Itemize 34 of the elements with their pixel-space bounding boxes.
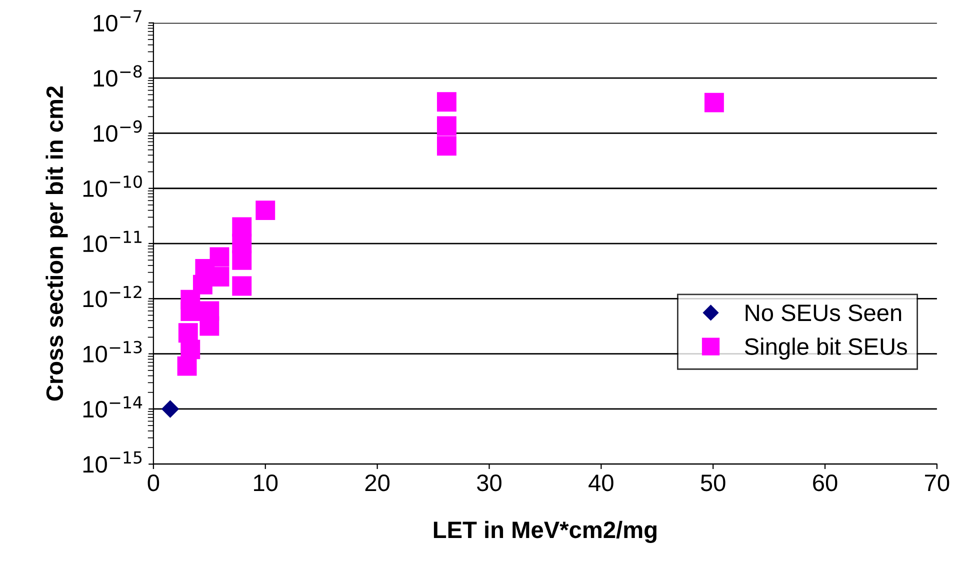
- point: [162, 400, 179, 418]
- point: [192, 274, 212, 294]
- y-tick-label: 10$^{−11}$: [83, 230, 142, 252]
- x-tick-label: 70: [925, 474, 950, 492]
- y-axis-title: Cross section per bit in cm2: [46, 86, 68, 401]
- point: [180, 340, 200, 360]
- x-tick-label: 60: [813, 474, 838, 492]
- y-tick-label: 10$^{−9}$: [94, 120, 142, 142]
- point: [436, 116, 456, 136]
- point: [232, 250, 252, 270]
- y-tick-label: 10$^{−7}$: [94, 10, 142, 32]
- x-tick-label: 20: [365, 474, 390, 492]
- legend-label: Single bit SEUs: [744, 338, 908, 360]
- y-tick-label: 10$^{−13}$: [83, 340, 142, 362]
- point: [177, 356, 197, 376]
- y-tick-label: 10$^{−14}$: [83, 396, 142, 418]
- point: [200, 316, 220, 336]
- point: [436, 92, 456, 112]
- y-tick-label: 10$^{−8}$: [94, 65, 142, 87]
- x-tick-label: 10: [254, 474, 278, 492]
- point: [256, 200, 276, 220]
- x-tick-label: 30: [476, 474, 502, 492]
- y-tick-label: 10$^{−10}$: [83, 175, 142, 197]
- point: [180, 302, 200, 322]
- x-axis-title: LET in MeV*cm2/mg: [434, 520, 656, 543]
- y-tick-label: 10$^{−12}$: [83, 286, 142, 308]
- point: [232, 276, 252, 296]
- y-tick-label: 10$^{−15}$: [83, 451, 142, 473]
- legend-label: No SEUs Seen: [746, 304, 902, 322]
- point: [436, 136, 456, 156]
- point: [704, 92, 724, 112]
- x-tick-label: 40: [588, 474, 614, 492]
- x-tick-label: 50: [700, 474, 726, 492]
- x-tick-label: 0: [148, 474, 160, 492]
